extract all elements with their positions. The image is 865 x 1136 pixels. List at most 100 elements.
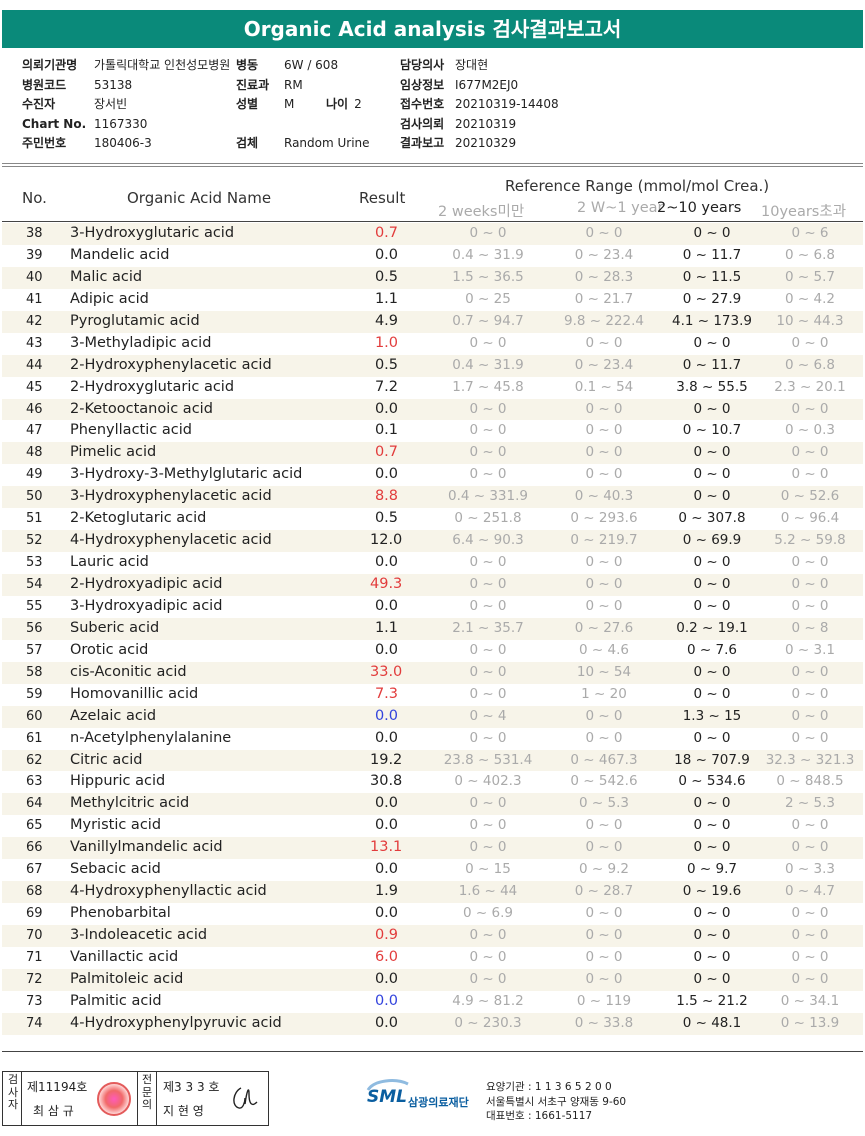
header-sub-2-10y: 2~10 years	[657, 200, 742, 216]
table-row: 57 Orotic acid 0.0 0 ~ 0 0 ~ 4.6 0 ~ 7.6 0 ~ 3…	[2, 640, 863, 662]
row-acid-name: cis-Aconitic acid	[70, 663, 187, 680]
row-ref-2weeks: 6.4 ~ 90.3	[452, 532, 524, 549]
row-result: 1.1	[374, 290, 398, 307]
row-ref-10y: 0 ~ 4.7	[785, 883, 835, 900]
row-ref-2w-1y: 0 ~ 21.7	[574, 290, 634, 307]
header-sub-2w-1y: 2 W~1 year	[577, 200, 664, 216]
row-acid-name: Citric acid	[70, 751, 143, 768]
row-ref-10y: 0 ~ 0	[791, 927, 829, 943]
table-row: 66 Vanillylmandelic acid 13.1 0 ~ 0 0 ~ 0 0 ~…	[2, 837, 863, 860]
row-ref-2w-1y: 0 ~ 0	[585, 817, 623, 834]
row-result: 0.0	[374, 246, 398, 263]
row-result: 7.3	[374, 685, 398, 702]
row-ref-10y: 0 ~ 0	[791, 970, 829, 987]
table-row: 44 2-Hydroxyphenylacetic acid 0.5 0.4 ~ 31.…	[2, 354, 863, 377]
info-label: 병동	[236, 58, 259, 72]
row-no: 49	[26, 467, 43, 483]
row-ref-10y: 0 ~ 4.2	[785, 290, 835, 307]
row-result: 0.0	[374, 905, 398, 922]
table-row: 43 3-Methyladipic acid 1.0 0 ~ 0 0 ~ 0 0 ~ 0 0…	[2, 333, 863, 355]
row-ref-2weeks: 0 ~ 230.3	[454, 1014, 522, 1031]
info-value: 장대현	[455, 58, 489, 72]
row-no: 69	[26, 906, 43, 922]
row-ref-2w-1y: 9.8 ~ 222.4	[563, 312, 644, 329]
row-ref-2w-1y: 0 ~ 219.7	[570, 532, 638, 549]
row-no: 42	[26, 313, 43, 329]
table-row: 56 Suberic acid 1.1 2.1 ~ 35.7 0 ~ 27.6 0.2 ~…	[2, 617, 863, 640]
row-ref-2weeks: 0 ~ 0	[469, 334, 507, 351]
row-ref-2-10y: 0 ~ 0	[693, 554, 731, 571]
specialist-cert: 제3 3 3 호	[163, 1080, 220, 1094]
row-ref-2-10y: 0 ~ 48.1	[682, 1014, 742, 1031]
row-ref-2weeks: 0.4 ~ 31.9	[452, 246, 524, 263]
table-row: 69 Phenobarbital 0.0 0 ~ 6.9 0 ~ 0 0 ~ 0 0 ~ 0	[2, 903, 863, 925]
row-ref-2weeks: 1.5 ~ 36.5	[452, 268, 524, 285]
row-ref-2w-1y: 0 ~ 0	[585, 554, 623, 571]
row-result: 0.7	[374, 444, 398, 461]
row-ref-2-10y: 4.1 ~ 173.9	[671, 312, 752, 329]
row-result: 0.0	[374, 729, 398, 746]
info-value: 20210319-14408	[455, 97, 559, 111]
info-label: 검사의뢰	[400, 116, 445, 131]
row-ref-2w-1y: 0 ~ 9.2	[579, 861, 629, 878]
row-ref-2-10y: 0 ~ 11.7	[682, 246, 742, 263]
row-ref-10y: 0 ~ 6.8	[785, 356, 835, 373]
header-result: Result	[359, 189, 406, 207]
row-no: 67	[26, 862, 43, 878]
row-no: 55	[26, 598, 43, 614]
row-result: 7.2	[374, 378, 398, 395]
row-ref-10y: 0 ~ 3.3	[785, 861, 835, 878]
info-value: 가톨릭대학교 인천성모병원	[94, 58, 231, 72]
row-result: 4.9	[374, 312, 398, 329]
row-no: 65	[26, 818, 43, 834]
row-ref-2-10y: 0 ~ 0	[693, 839, 731, 856]
row-ref-2-10y: 0 ~ 0	[693, 970, 731, 987]
table-row: 62 Citric acid 19.2 23.8 ~ 531.4 0 ~ 467.3 18…	[2, 749, 863, 772]
info-line: 결과보고 20210329	[400, 134, 559, 154]
table-row: 67 Sebacic acid 0.0 0 ~ 15 0 ~ 9.2 0 ~ 9.7 0 ~…	[2, 859, 863, 881]
row-ref-2weeks: 0 ~ 0	[469, 641, 507, 658]
table-row: 47 Phenyllactic acid 0.1 0 ~ 0 0 ~ 0 0 ~ 10.7…	[2, 420, 863, 442]
row-ref-2w-1y: 0 ~ 0	[585, 839, 623, 856]
table-row: 41 Adipic acid 1.1 0 ~ 25 0 ~ 21.7 0 ~ 27.9 0 …	[2, 289, 863, 311]
table-row: 50 3-Hydroxyphenylacetic acid 8.8 0.4 ~ 331…	[2, 486, 863, 509]
row-result: 6.0	[374, 948, 398, 965]
row-ref-10y: 0 ~ 0	[791, 663, 829, 680]
row-ref-2-10y: 0 ~ 7.6	[687, 641, 737, 658]
row-no: 72	[26, 971, 43, 987]
table-row: 49 3-Hydroxy-3-Methylglutaric acid 0.0 0 ~ …	[2, 464, 863, 486]
row-ref-10y: 0 ~ 96.4	[780, 510, 840, 527]
info-line: 진료과 RM	[236, 76, 370, 96]
row-result: 0.0	[374, 597, 398, 614]
row-acid-name: Malic acid	[70, 268, 143, 285]
row-ref-2-10y: 0 ~ 0	[693, 927, 731, 943]
row-result: 0.0	[374, 707, 398, 724]
row-acid-name: Azelaic acid	[70, 707, 157, 724]
row-result: 1.0	[374, 334, 398, 351]
row-acid-name: Lauric acid	[70, 554, 149, 571]
row-ref-2-10y: 0 ~ 0	[693, 225, 731, 241]
info-label: Chart No.	[22, 116, 87, 131]
row-ref-2-10y: 0 ~ 10.7	[682, 422, 742, 439]
row-ref-2-10y: 0 ~ 307.8	[678, 510, 746, 527]
row-ref-2weeks: 0.7 ~ 94.7	[452, 312, 524, 329]
row-ref-2w-1y: 0 ~ 0	[585, 729, 623, 746]
row-result: 0.0	[374, 861, 398, 878]
table-row: 38 3-Hydroxyglutaric acid 0.7 0 ~ 0 0 ~ 0 0 ~…	[2, 223, 863, 245]
row-ref-2-10y: 0 ~ 0	[693, 795, 731, 812]
row-acid-name: Homovanillic acid	[70, 685, 199, 702]
header-sub-10y: 10years초과	[761, 204, 847, 220]
age-label: 나이	[326, 97, 349, 111]
row-ref-10y: 0 ~ 0	[791, 466, 829, 483]
row-result: 0.0	[374, 400, 398, 417]
row-ref-2-10y: 0 ~ 19.6	[682, 883, 742, 900]
row-ref-2w-1y: 0 ~ 119	[576, 992, 632, 1009]
info-label: 접수번호	[400, 97, 445, 111]
header-sub-2weeks: 2 weeks미만	[438, 204, 525, 220]
row-ref-10y: 0 ~ 13.9	[780, 1014, 840, 1031]
row-ref-2w-1y: 0 ~ 4.6	[579, 641, 629, 658]
row-ref-2weeks: 0 ~ 6.9	[463, 905, 513, 922]
row-no: 53	[26, 555, 43, 571]
row-acid-name: Sebacic acid	[70, 861, 161, 878]
